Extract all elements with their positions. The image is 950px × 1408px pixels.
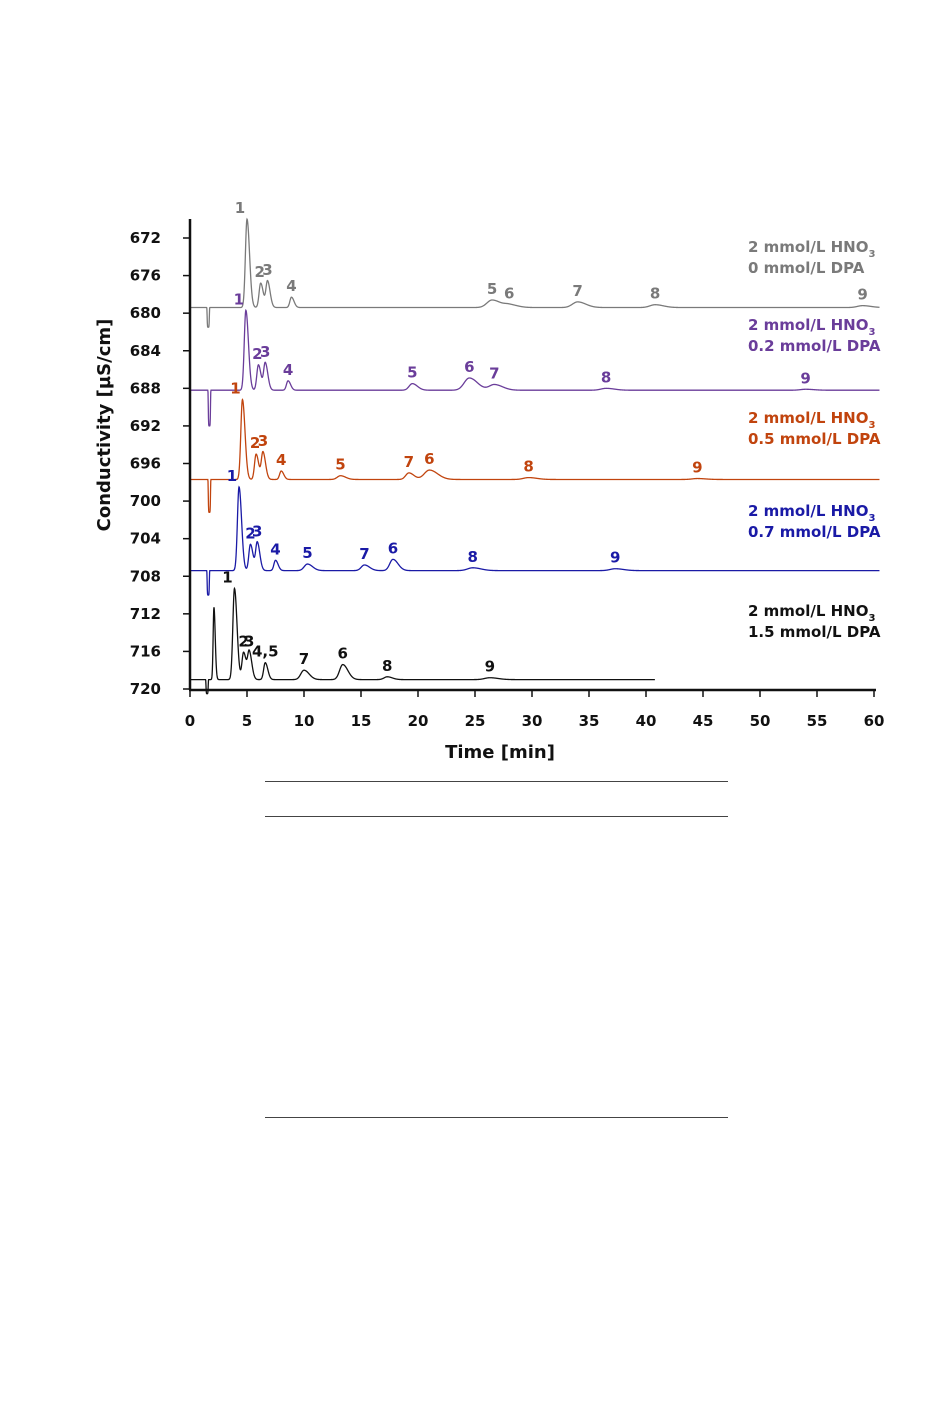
x-tick-label: 5 — [242, 712, 252, 730]
x-tick-label: 0 — [185, 712, 195, 730]
y-tick-label: 680 — [130, 304, 161, 322]
y-tick-label: 688 — [130, 379, 161, 397]
peak-label: 1 — [234, 290, 244, 308]
x-tick-label: 10 — [294, 712, 315, 730]
series-line — [190, 308, 880, 427]
y-tick-label: 684 — [130, 342, 161, 360]
table-rule-header — [265, 816, 728, 817]
legend-line2: 0.2 mmol/L DPA — [748, 337, 881, 355]
peak-label: 5 — [335, 456, 345, 474]
series-line — [190, 217, 880, 328]
y-tick-label: 704 — [130, 530, 161, 548]
peak-label: 5 — [407, 364, 417, 382]
y-tick-label: 708 — [130, 567, 161, 585]
x-tick-label: 55 — [807, 712, 828, 730]
y-tick-label: 676 — [130, 267, 161, 285]
peak-label: 7 — [489, 365, 499, 383]
legend-line1: 2 mmol/L HNO3 — [748, 409, 875, 431]
peak-label: 9 — [800, 369, 810, 387]
y-tick-label: 672 — [130, 229, 161, 247]
peak-label: 2 — [245, 524, 255, 542]
peak-label: 4 — [270, 540, 280, 558]
peak-label: 8 — [382, 657, 392, 675]
legend-line2: 0.7 mmol/L DPA — [748, 523, 881, 541]
peak-label: 5 — [487, 280, 497, 298]
x-tick-label: 40 — [636, 712, 657, 730]
series-line — [190, 586, 655, 695]
peak-label: 9 — [692, 459, 702, 477]
legend-line2: 1.5 mmol/L DPA — [748, 623, 881, 641]
y-tick-label: 692 — [130, 417, 161, 435]
peak-label: 3 — [258, 432, 268, 450]
legend-line1: 2 mmol/L HNO3 — [748, 602, 875, 624]
peak-label: 4 — [276, 451, 286, 469]
y-axis-title: Conductivity [µS/cm] — [94, 319, 115, 532]
y-tick-label: 716 — [130, 642, 161, 660]
peak-label: 2 — [252, 345, 262, 363]
peak-label: 2 — [238, 632, 248, 650]
peak-label: 7 — [572, 282, 582, 300]
y-tick-label: 720 — [130, 680, 161, 698]
x-tick-label: 20 — [408, 712, 429, 730]
legend-line1: 2 mmol/L HNO3 — [748, 502, 875, 524]
table-rule-bottom — [265, 1117, 728, 1118]
peak-label: 3 — [262, 261, 272, 279]
peak-label: 2 — [250, 434, 260, 452]
peak-label: 1 — [235, 199, 245, 217]
plot-area — [190, 217, 880, 695]
peak-label: 9 — [485, 658, 495, 676]
peak-label: 6 — [338, 645, 348, 663]
x-tick-label: 30 — [522, 712, 543, 730]
x-tick-label: 60 — [864, 712, 885, 730]
peak-label: 4 — [283, 361, 293, 379]
legend-line2: 0 mmol/L DPA — [748, 259, 865, 277]
peak-label: 3 — [244, 632, 254, 650]
peak-label: 6 — [388, 539, 398, 557]
peak-label: 5 — [302, 544, 312, 562]
peak-label: 9 — [610, 549, 620, 567]
peak-label: 6 — [464, 358, 474, 376]
peak-label: 1 — [222, 568, 232, 586]
peak-label: 4,5 — [252, 643, 279, 661]
axes: Time [min] Conductivity [µS/cm] 0 5 10 15 20… — [94, 219, 884, 763]
peak-label: 2 — [254, 263, 264, 281]
peak-label: 7 — [299, 650, 309, 668]
peak-label: 8 — [601, 368, 611, 386]
peak-label: 7 — [404, 453, 414, 471]
peak-label: 8 — [468, 548, 478, 566]
peak-label: 9 — [857, 286, 867, 304]
peak-label: 8 — [650, 285, 660, 303]
series-line — [190, 398, 880, 514]
x-axis-title: Time [min] — [445, 742, 555, 763]
legend-line1: 2 mmol/L HNO3 — [748, 316, 875, 338]
peak-label: 4 — [286, 277, 296, 295]
peak-label: 6 — [424, 450, 434, 468]
series-line — [190, 485, 880, 596]
x-tick-label: 45 — [693, 712, 714, 730]
peak-label: 8 — [523, 458, 533, 476]
x-tick-label: 25 — [465, 712, 486, 730]
peak-label: 1 — [227, 467, 237, 485]
peak-label: 3 — [260, 343, 270, 361]
y-tick-label: 712 — [130, 605, 161, 623]
y-tick-label: 700 — [130, 492, 161, 510]
y-tick-label: 696 — [130, 455, 161, 473]
peak-label: 3 — [252, 522, 262, 540]
legend-line1: 2 mmol/L HNO3 — [748, 238, 875, 260]
x-tick-label: 50 — [750, 712, 771, 730]
peak-label: 1 — [230, 380, 240, 398]
legend-line2: 0.5 mmol/L DPA — [748, 430, 881, 448]
table-rule-top — [265, 781, 728, 782]
peak-label: 6 — [504, 285, 514, 303]
x-tick-label: 15 — [351, 712, 372, 730]
x-tick-label: 35 — [579, 712, 600, 730]
peak-label: 7 — [359, 545, 369, 563]
